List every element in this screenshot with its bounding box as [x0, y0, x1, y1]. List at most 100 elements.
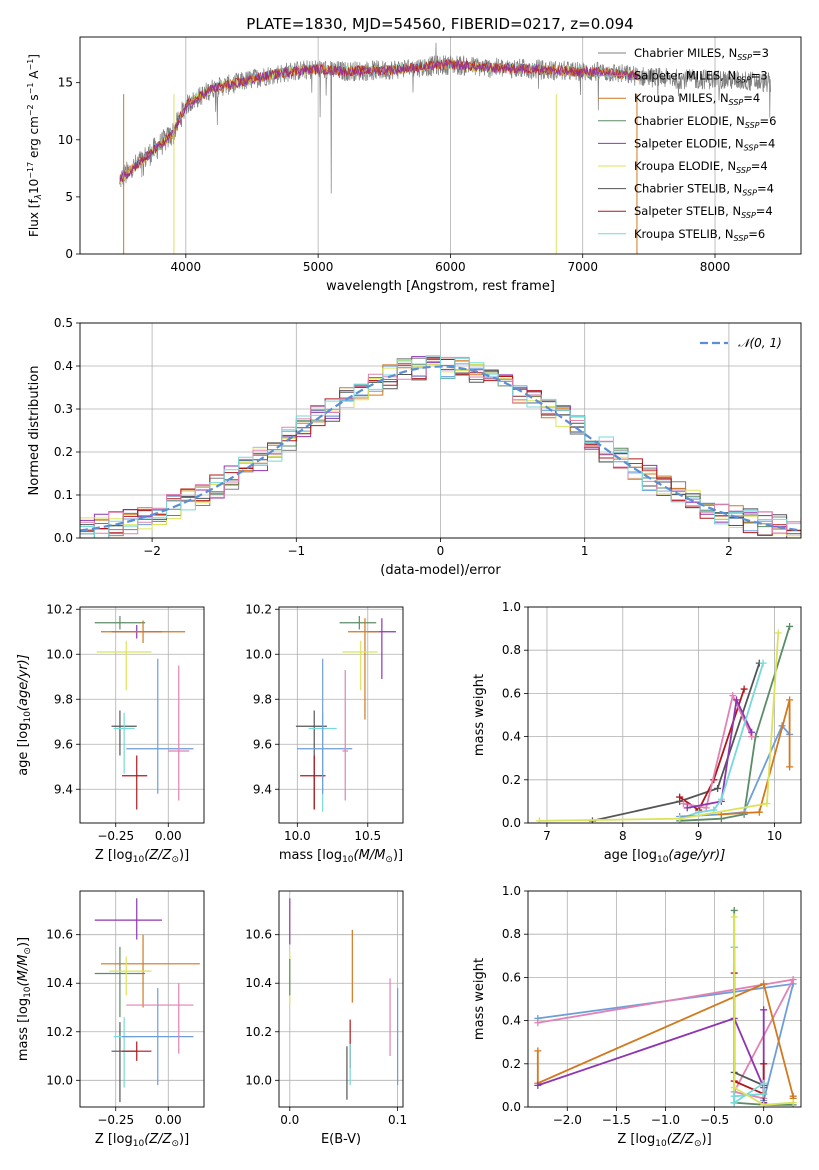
y-tick-label: 0.8 — [502, 643, 521, 657]
axes-frame — [79, 890, 205, 1108]
weight-marker — [730, 906, 738, 914]
weight-marker — [534, 1081, 542, 1089]
label-part: SSP — [744, 143, 759, 152]
y-tick-label: 10.2 — [245, 602, 272, 616]
y-axis-label: Normed distribution — [27, 366, 42, 496]
label-part: mass [log — [16, 998, 31, 1061]
y-tick-label: 10.2 — [46, 602, 73, 616]
label-part: SSP — [742, 189, 757, 198]
errorbar-point — [101, 620, 186, 643]
label-part: 10 — [27, 179, 41, 194]
errorbar-point — [122, 755, 148, 810]
label-part: −17 — [26, 162, 35, 179]
axes-residuals: −2 −1 0 1 2 0.0 0.1 0.2 0.3 0.4 0.5 (data-model)/er… — [27, 316, 802, 578]
x-tick-label: 8 — [619, 829, 627, 843]
x-tick-label: −2 — [143, 544, 161, 558]
x-tick-label: 7 — [543, 829, 551, 843]
x-tick-label: 10.0 — [284, 829, 311, 843]
errorbar-point — [342, 640, 378, 691]
weight-marker — [760, 1060, 768, 1068]
label-part: Salpeter ELODIE, N — [634, 136, 744, 150]
figure-title: PLATE=1830, MJD=54560, FIBERID=0217, z=0… — [246, 15, 633, 33]
errorbar-points — [94, 616, 194, 810]
label-part: A — [27, 70, 41, 83]
weight-line — [721, 699, 791, 816]
label-part: =4 — [758, 136, 775, 150]
errorbar-points — [289, 898, 399, 1100]
label-part: Chabrier ELODIE, N — [634, 114, 745, 128]
y-tick-label: 0.1 — [54, 488, 73, 502]
label-part: age [log — [16, 723, 31, 776]
weight-marker — [535, 817, 543, 823]
label-part: Chabrier MILES, N — [634, 46, 737, 60]
weight-marker — [717, 795, 725, 803]
label-part: SSP — [737, 53, 752, 62]
weight-marker — [683, 804, 691, 812]
y-tick-label: 10.0 — [245, 1073, 272, 1087]
errorbar-point — [126, 983, 194, 1054]
weight-line — [733, 916, 794, 1106]
label-part: ] — [27, 54, 41, 59]
x-axis-label: Z [log10(Z/Z⊙)] — [95, 1132, 189, 1149]
x-tick-label: −0.5 — [700, 1113, 729, 1127]
weight-lines — [535, 622, 794, 823]
weight-lines — [534, 906, 797, 1107]
x-axis-label: mass [log10(M/M⊙)] — [279, 848, 403, 865]
x-tick-label: 6000 — [435, 260, 466, 274]
label-part: SSP — [734, 234, 749, 243]
label-part: SSP — [745, 121, 760, 130]
y-tick-label: 9.4 — [253, 782, 272, 796]
axes-age_vs_mass: 10.0 10.5 9.4 9.6 9.8 10.0 10.2 mass [log10(M/M… — [245, 602, 404, 865]
weight-marker — [676, 793, 684, 801]
axes-spectrum: 4000 5000 6000 7000 8000 0 5 10 15 wavelength [An… — [26, 36, 802, 294]
x-tick-label: −1.0 — [651, 1113, 680, 1127]
legend-label: Salpeter MILES, NSSP=3 — [634, 69, 768, 85]
label-part: )] — [16, 937, 31, 947]
errorbar-point — [122, 988, 194, 1086]
label-part: Normed distribution — [27, 366, 42, 496]
histogram-step — [80, 358, 801, 536]
x-tick-label: 8000 — [700, 260, 731, 274]
errorbar-point — [94, 946, 146, 1018]
y-axis-label: age [log10(age/yr)] — [16, 654, 33, 776]
label-part: 10 — [655, 1139, 667, 1149]
label-part: −1 — [26, 83, 35, 95]
y-tick-label: 10.6 — [245, 928, 272, 942]
weight-marker — [730, 1092, 738, 1100]
label-part: (M/M — [354, 848, 386, 863]
y-tick-label: 9.6 — [253, 737, 272, 751]
weight-marker — [789, 976, 797, 984]
label-part: Salpeter MILES, N — [634, 69, 736, 83]
errorbar-point — [342, 670, 349, 801]
label-part: =4 — [757, 182, 774, 196]
x-tick-label: 9 — [695, 829, 703, 843]
errorbar-point — [300, 755, 326, 810]
y-tick-label: 0.6 — [502, 970, 521, 984]
legend-label: Chabrier MILES, NSSP=3 — [634, 46, 769, 62]
weight-marker — [760, 1006, 768, 1014]
weight-marker — [679, 800, 687, 808]
y-tick-label: 0.0 — [54, 531, 73, 545]
y-axis-label: mass weight — [472, 958, 487, 1040]
x-tick-label: −1.5 — [602, 1113, 631, 1127]
x-tick-label: 0.1 — [388, 1113, 407, 1127]
weight-line — [592, 662, 761, 822]
x-tick-label: 5000 — [303, 260, 334, 274]
errorbar-point — [297, 658, 353, 794]
x-tick-label: −2.0 — [553, 1113, 582, 1127]
x-axis-label: Z [log10(Z/Z⊙)] — [95, 848, 189, 865]
label-part: ⊙ — [385, 855, 393, 865]
y-tick-label: 0.0 — [502, 816, 521, 830]
weight-marker — [534, 1047, 542, 1055]
weight-marker — [763, 800, 771, 808]
errorbar-point — [109, 956, 152, 996]
label-part: s — [27, 94, 41, 104]
errorbar-points — [295, 616, 396, 812]
weight-marker — [748, 728, 756, 736]
label-part: SSP — [729, 98, 744, 107]
y-tick-label: 9.8 — [54, 692, 73, 706]
y-tick-label: 10.2 — [245, 1025, 272, 1039]
label-part: =4 — [756, 204, 773, 218]
